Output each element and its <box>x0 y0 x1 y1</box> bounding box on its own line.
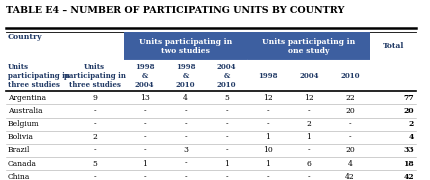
Text: 2: 2 <box>92 133 97 141</box>
Text: 4: 4 <box>347 160 352 168</box>
Text: -: - <box>225 147 228 154</box>
Text: 1: 1 <box>306 133 311 141</box>
Text: 4: 4 <box>408 133 414 141</box>
Text: -: - <box>93 147 96 154</box>
Text: Australia: Australia <box>8 107 42 115</box>
Text: Argentina: Argentina <box>8 94 46 102</box>
Text: 1998
&
2004: 1998 & 2004 <box>135 62 154 89</box>
Text: 1998: 1998 <box>258 72 277 80</box>
Text: 1: 1 <box>224 160 229 168</box>
Text: 1: 1 <box>265 160 270 168</box>
Text: -: - <box>184 120 187 128</box>
Text: -: - <box>267 120 269 128</box>
Text: Country: Country <box>8 33 42 41</box>
Text: -: - <box>143 133 146 141</box>
FancyBboxPatch shape <box>124 32 247 60</box>
Text: Total: Total <box>382 42 404 50</box>
Text: -: - <box>225 173 228 180</box>
Text: TABLE E4 – NUMBER OF PARTICIPATING UNITS BY COUNTRY: TABLE E4 – NUMBER OF PARTICIPATING UNITS… <box>6 6 344 15</box>
Text: 12: 12 <box>304 94 313 102</box>
Text: 2004
&
2010: 2004 & 2010 <box>217 62 237 89</box>
Text: 5: 5 <box>224 94 229 102</box>
Text: 2: 2 <box>408 120 414 128</box>
Text: -: - <box>143 147 146 154</box>
Text: 20: 20 <box>345 107 355 115</box>
Text: -: - <box>93 107 96 115</box>
Text: 1998
&
2010: 1998 & 2010 <box>176 62 196 89</box>
Text: -: - <box>143 173 146 180</box>
Text: 4: 4 <box>183 94 188 102</box>
Text: 6: 6 <box>306 160 311 168</box>
Text: 2004: 2004 <box>299 72 319 80</box>
Text: Units participating in
two studies: Units participating in two studies <box>139 38 232 55</box>
Text: Units
participating in
three studies: Units participating in three studies <box>8 62 70 89</box>
Text: -: - <box>349 120 351 128</box>
Text: -: - <box>225 120 228 128</box>
Text: -: - <box>93 173 96 180</box>
Text: 18: 18 <box>403 160 414 168</box>
Text: -: - <box>143 120 146 128</box>
Text: -: - <box>307 107 310 115</box>
Text: 42: 42 <box>403 173 414 180</box>
Text: 1: 1 <box>142 160 147 168</box>
Text: 3: 3 <box>183 147 188 154</box>
Text: -: - <box>184 173 187 180</box>
Text: 22: 22 <box>345 94 355 102</box>
Text: Units participating in
one study: Units participating in one study <box>262 38 356 55</box>
Text: 42: 42 <box>345 173 355 180</box>
Text: 20: 20 <box>345 147 355 154</box>
Text: -: - <box>267 107 269 115</box>
Text: 9: 9 <box>92 94 97 102</box>
Text: Canada: Canada <box>8 160 37 168</box>
Text: -: - <box>307 147 310 154</box>
Text: Brazil: Brazil <box>8 147 30 154</box>
Text: 12: 12 <box>263 94 273 102</box>
Text: 5: 5 <box>92 160 97 168</box>
Text: -: - <box>267 173 269 180</box>
FancyBboxPatch shape <box>247 32 370 60</box>
Text: 33: 33 <box>403 147 414 154</box>
Text: -: - <box>93 120 96 128</box>
Text: -: - <box>225 133 228 141</box>
Text: -: - <box>143 107 146 115</box>
Text: Units
participating in
three studies: Units participating in three studies <box>64 62 126 89</box>
Text: 10: 10 <box>263 147 273 154</box>
Text: 13: 13 <box>140 94 150 102</box>
Text: Bolivia: Bolivia <box>8 133 34 141</box>
Text: China: China <box>8 173 30 180</box>
Text: Belgium: Belgium <box>8 120 40 128</box>
Text: -: - <box>184 160 187 168</box>
Text: -: - <box>225 107 228 115</box>
Text: 20: 20 <box>403 107 414 115</box>
Text: 1: 1 <box>265 133 270 141</box>
Text: -: - <box>184 133 187 141</box>
Text: 2010: 2010 <box>340 72 359 80</box>
Text: -: - <box>349 133 351 141</box>
Text: -: - <box>184 107 187 115</box>
Text: 2: 2 <box>306 120 311 128</box>
Text: 77: 77 <box>403 94 414 102</box>
Text: -: - <box>307 173 310 180</box>
